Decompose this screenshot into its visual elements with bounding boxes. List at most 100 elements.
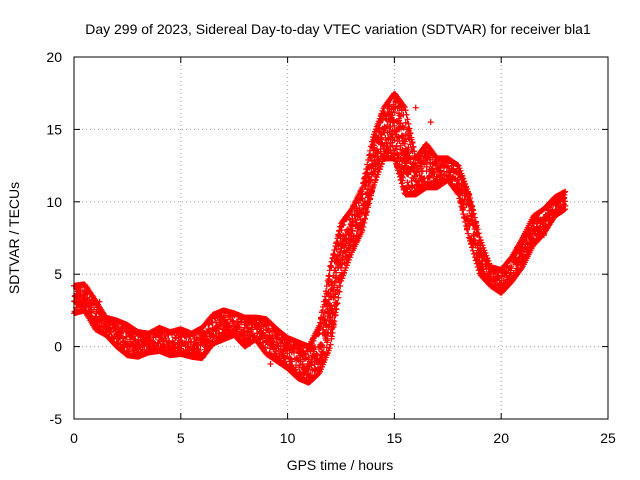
data-point bbox=[464, 226, 471, 233]
data-point bbox=[391, 109, 398, 116]
data-point bbox=[344, 226, 351, 233]
data-point bbox=[244, 329, 251, 336]
data-point bbox=[375, 168, 382, 175]
data-point bbox=[215, 325, 222, 332]
data-point bbox=[110, 334, 117, 341]
data-point bbox=[387, 115, 394, 122]
y-tick-label: 5 bbox=[54, 266, 62, 282]
data-point bbox=[466, 191, 473, 198]
data-point bbox=[465, 188, 472, 195]
data-point bbox=[77, 287, 84, 294]
data-point bbox=[339, 275, 346, 282]
data-point bbox=[464, 212, 471, 219]
data-point bbox=[188, 338, 195, 345]
data-point bbox=[404, 179, 411, 186]
chart-title: Day 299 of 2023, Sidereal Day-to-day VTE… bbox=[85, 21, 591, 37]
data-point bbox=[364, 170, 371, 177]
data-point bbox=[402, 119, 409, 126]
data-point bbox=[408, 134, 415, 141]
data-point bbox=[363, 212, 370, 219]
data-point bbox=[458, 170, 465, 177]
data-point bbox=[318, 341, 325, 348]
data-point bbox=[368, 188, 375, 195]
data-point bbox=[372, 176, 379, 183]
data-point bbox=[296, 362, 303, 369]
data-point bbox=[289, 358, 296, 365]
data-point bbox=[336, 288, 343, 295]
data-point bbox=[406, 125, 413, 132]
data-point bbox=[391, 116, 398, 123]
data-point bbox=[338, 277, 345, 284]
data-point bbox=[476, 234, 483, 241]
data-point bbox=[472, 218, 479, 225]
data-point bbox=[326, 273, 333, 280]
data-point bbox=[348, 242, 355, 249]
data-point bbox=[359, 190, 366, 197]
data-point bbox=[234, 328, 241, 335]
data-point bbox=[347, 207, 354, 214]
data-point bbox=[379, 158, 386, 165]
data-point bbox=[333, 239, 340, 246]
data-point bbox=[485, 257, 492, 264]
data-point bbox=[108, 328, 115, 335]
data-point bbox=[469, 206, 476, 213]
data-point bbox=[562, 188, 569, 195]
data-point bbox=[467, 195, 474, 202]
data-point bbox=[486, 260, 493, 267]
data-point bbox=[407, 130, 414, 137]
data-point bbox=[367, 196, 374, 203]
data-point bbox=[402, 185, 409, 192]
data-point bbox=[465, 230, 472, 237]
data-point bbox=[387, 124, 394, 131]
data-point bbox=[470, 210, 477, 217]
data-point bbox=[157, 334, 164, 341]
x-tick-label: 10 bbox=[280, 430, 296, 446]
data-point bbox=[370, 182, 377, 189]
data-point bbox=[335, 264, 342, 271]
data-point bbox=[369, 184, 376, 191]
data-point bbox=[411, 148, 418, 155]
data-point bbox=[477, 237, 484, 244]
data-point bbox=[356, 213, 363, 220]
data-point bbox=[401, 104, 408, 111]
data-point bbox=[118, 330, 125, 337]
data-point bbox=[181, 340, 188, 347]
data-point bbox=[270, 340, 277, 347]
data-point bbox=[507, 269, 514, 276]
data-point bbox=[241, 330, 248, 337]
data-point bbox=[343, 262, 350, 269]
data-point bbox=[309, 342, 316, 349]
data-point bbox=[400, 102, 407, 109]
data-point bbox=[518, 241, 525, 248]
data-point bbox=[454, 161, 461, 168]
data-point bbox=[403, 111, 410, 118]
data-point bbox=[427, 119, 434, 126]
data-point bbox=[355, 200, 362, 207]
data-point bbox=[379, 117, 386, 124]
data-point bbox=[337, 283, 344, 290]
data-point bbox=[461, 198, 468, 205]
data-point bbox=[325, 330, 332, 337]
data-point bbox=[360, 223, 367, 230]
data-point bbox=[374, 171, 381, 178]
data-point bbox=[316, 325, 323, 332]
data-point bbox=[349, 227, 356, 234]
x-tick-label: 5 bbox=[177, 430, 185, 446]
x-tick-label: 25 bbox=[600, 430, 616, 446]
data-point bbox=[365, 204, 372, 211]
data-point bbox=[471, 214, 478, 221]
data-point bbox=[461, 196, 468, 203]
y-axis-label: SDTVAR / TECUs bbox=[6, 182, 22, 294]
data-point bbox=[335, 294, 342, 301]
data-point bbox=[361, 219, 368, 226]
data-point bbox=[461, 178, 468, 185]
data-point bbox=[326, 345, 333, 352]
data-point bbox=[321, 293, 328, 300]
data-point bbox=[166, 337, 173, 344]
data-point bbox=[423, 163, 430, 170]
data-point bbox=[112, 323, 119, 330]
data-point bbox=[195, 347, 202, 354]
data-point bbox=[482, 250, 489, 257]
data-point bbox=[459, 207, 466, 214]
